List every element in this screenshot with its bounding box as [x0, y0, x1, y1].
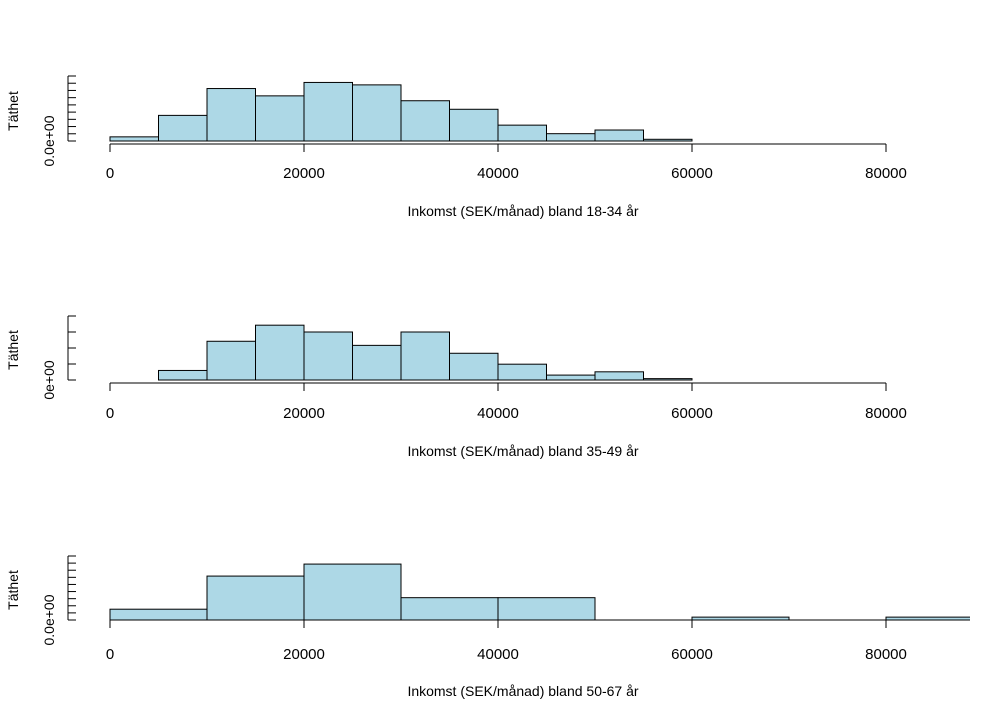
y-tick-label: 0.0e+00 — [41, 594, 57, 645]
x-tick-label: 80000 — [865, 165, 907, 182]
x-tick-label: 60000 — [671, 646, 713, 663]
histogram-bar — [256, 325, 305, 380]
x-tick-label: 20000 — [283, 405, 325, 422]
histogram-bar — [304, 564, 401, 620]
x-tick-label: 20000 — [283, 646, 325, 663]
histogram-panel-3: 0 20000 40000 60000 80000 0.0e+00 Täthet Inkoms… — [5, 556, 983, 699]
histogram-bar — [207, 576, 304, 620]
histogram-bar — [644, 379, 693, 380]
x-axis-label: Inkomst (SEK/månad) bland 18-34 år — [407, 203, 638, 219]
histogram-bar — [547, 375, 596, 380]
x-tick-label: 80000 — [865, 405, 907, 422]
y-axis-label: Täthet — [5, 91, 21, 131]
histogram-bar — [450, 109, 499, 141]
histogram-bar — [353, 345, 402, 380]
histogram-bars-1 — [110, 82, 692, 141]
x-tick-label: 0 — [106, 165, 114, 182]
x-tick-label: 40000 — [477, 405, 519, 422]
x-tick-label: 0 — [106, 405, 114, 422]
histogram-bar — [498, 364, 547, 380]
histogram-bar — [401, 101, 450, 141]
x-tick-label: 40000 — [477, 646, 519, 663]
histogram-bar — [450, 353, 499, 380]
histogram-bars-2 — [159, 325, 693, 380]
histogram-bar — [159, 115, 208, 141]
histogram-panel-2: 0 20000 40000 60000 80000 0e+00 Täthet Inkomst … — [5, 316, 907, 459]
y-tick-label: 0.0e+00 — [41, 115, 57, 166]
x-tick-label: 40000 — [477, 165, 519, 182]
histogram-bar — [304, 332, 353, 380]
x-tick-label: 80000 — [865, 646, 907, 663]
histogram-bar — [353, 85, 402, 141]
histogram-bar — [595, 372, 644, 380]
x-axis-label: Inkomst (SEK/månad) bland 50-67 år — [407, 683, 638, 699]
y-axis-label: Täthet — [5, 330, 21, 370]
histogram-panel-1: 0 20000 40000 60000 80000 0.0e+00 Täthet Inkoms… — [5, 76, 907, 219]
x-tick-label: 60000 — [671, 165, 713, 182]
histogram-bar — [595, 130, 644, 141]
histogram-bar — [547, 134, 596, 141]
histogram-bar — [498, 125, 547, 141]
x-tick-label: 20000 — [283, 165, 325, 182]
histogram-bar — [644, 139, 693, 141]
histogram-bar — [886, 617, 983, 620]
histogram-bar — [110, 137, 159, 141]
histogram-bar — [207, 89, 256, 141]
x-tick-label: 0 — [106, 646, 114, 663]
histogram-bar — [159, 370, 208, 380]
histogram-bar — [304, 82, 353, 141]
histogram-bar — [110, 609, 207, 620]
histogram-bar — [401, 332, 450, 380]
x-axis-label: Inkomst (SEK/månad) bland 35-49 år — [407, 443, 638, 459]
y-tick-label: 0e+00 — [41, 360, 57, 400]
x-tick-label: 60000 — [671, 405, 713, 422]
histogram-bar — [207, 341, 256, 380]
histogram-bar — [401, 598, 498, 620]
histogram-bars-3 — [110, 564, 983, 620]
histogram-bar — [256, 96, 305, 141]
y-axis-label: Täthet — [5, 570, 21, 610]
histogram-bar — [498, 598, 595, 620]
